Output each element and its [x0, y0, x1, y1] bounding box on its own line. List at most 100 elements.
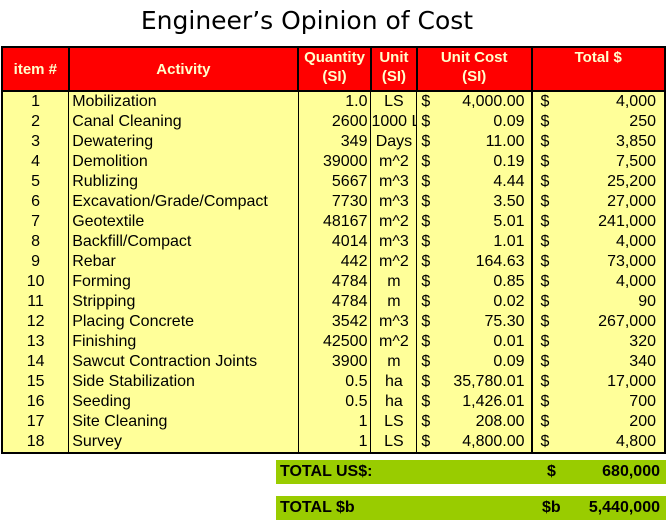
cell-item: 11: [1, 292, 70, 312]
table-row: 14 Sawcut Contraction Joints 3900 m $0.09 $34…: [1, 352, 666, 372]
cell-total-currency: $: [531, 172, 555, 192]
cell-unit-cost-currency: $: [416, 352, 440, 372]
cell-unit-cost: 0.02: [439, 292, 533, 312]
cell-unit-cost: 5.01: [439, 212, 533, 232]
cell-unit-cost: 0.09: [439, 112, 533, 132]
cell-unit: m^3: [370, 192, 418, 212]
cell-total: 267,000: [554, 312, 666, 332]
cell-quantity: 1.0: [298, 90, 372, 112]
cell-unit-cost: 0.19: [439, 152, 533, 172]
cell-activity: Forming: [68, 272, 299, 292]
table-row: 13 Finishing 42500 m^2 $0.01 $320: [1, 332, 666, 352]
cell-item: 15: [1, 372, 70, 392]
cell-total-currency: $: [531, 432, 555, 454]
cell-total: 250: [554, 112, 666, 132]
cell-total-currency: $: [531, 232, 555, 252]
cell-item: 4: [1, 152, 70, 172]
cell-unit: m: [370, 352, 418, 372]
table-row: 2 Canal Cleaning 2600 1000 L $0.09 $250: [1, 112, 666, 132]
table-row: 7 Geotextile 48167 m^2 $5.01 $241,000: [1, 212, 666, 232]
cell-unit-cost: 0.09: [439, 352, 533, 372]
cell-unit-cost: 164.63: [439, 252, 533, 272]
cell-total: 7,500: [554, 152, 666, 172]
cell-unit-cost-currency: $: [416, 192, 440, 212]
cell-activity: Dewatering: [68, 132, 299, 152]
cell-unit-cost-currency: $: [416, 232, 440, 252]
cell-activity: Canal Cleaning: [68, 112, 299, 132]
cell-quantity: 1: [298, 432, 372, 454]
table-row: 1 Mobilization 1.0 LS $4,000.00 $4,000: [1, 90, 666, 112]
cell-unit: m^2: [370, 152, 418, 172]
cell-unit-cost: 75.30: [439, 312, 533, 332]
cell-unit-cost-currency: $: [416, 312, 440, 332]
cell-unit-cost-currency: $: [416, 112, 440, 132]
cell-total-currency: $: [531, 352, 555, 372]
cell-activity: Stripping: [68, 292, 299, 312]
page-title: Engineer’s Opinion of Cost: [140, 6, 474, 35]
cell-total: 73,000: [554, 252, 666, 272]
cell-total-currency: $: [531, 132, 555, 152]
cell-total-currency: $: [531, 192, 555, 212]
cell-total-currency: $: [531, 332, 555, 352]
table-row: 11 Stripping 4784 m $0.02 $90: [1, 292, 666, 312]
cell-activity: Side Stabilization: [68, 372, 299, 392]
total-b-label: TOTAL $b: [280, 499, 355, 516]
header-unit: Unit (SI): [369, 46, 418, 92]
cell-item: 3: [1, 132, 70, 152]
cell-item: 2: [1, 112, 70, 132]
total-us-label: TOTAL US$:: [280, 463, 373, 480]
cell-total: 700: [554, 392, 666, 412]
cell-activity: Site Cleaning: [68, 412, 299, 432]
cell-quantity: 2600: [298, 112, 372, 132]
total-us-currency: $: [547, 463, 556, 480]
total-b-currency: $b: [542, 499, 561, 516]
cell-unit-cost-currency: $: [416, 152, 440, 172]
cell-item: 9: [1, 252, 70, 272]
cell-activity: Backfill/Compact: [68, 232, 299, 252]
cell-item: 12: [1, 312, 70, 332]
cell-total-currency: $: [531, 292, 555, 312]
cell-quantity: 42500: [298, 332, 372, 352]
cell-unit-cost-currency: $: [416, 332, 440, 352]
cell-unit: m^2: [370, 212, 418, 232]
total-us-value: 680,000: [602, 463, 660, 480]
cell-unit-cost: 35,780.01: [439, 372, 533, 392]
cell-item: 18: [1, 432, 70, 454]
cell-activity: Sawcut Contraction Joints: [68, 352, 299, 372]
cell-item: 7: [1, 212, 70, 232]
header-row: item # Activity Quantity (SI) Unit (SI) …: [1, 46, 666, 92]
cell-unit-cost-currency: $: [416, 392, 440, 412]
total-us-bar: TOTAL US$: $ 680,000: [276, 460, 666, 484]
cell-quantity: 48167: [298, 212, 372, 232]
cell-total: 320: [554, 332, 666, 352]
cell-quantity: 0.5: [298, 372, 372, 392]
cell-unit: LS: [370, 432, 418, 454]
cell-total: 200: [554, 412, 666, 432]
cell-total-currency: $: [531, 372, 555, 392]
table-row: 4 Demolition 39000 m^2 $0.19 $7,500: [1, 152, 666, 172]
cell-unit: m^2: [370, 252, 418, 272]
cell-unit-cost: 1.01: [439, 232, 533, 252]
header-item: item #: [1, 46, 70, 92]
header-quantity-line1: Quantity: [304, 49, 365, 66]
cell-quantity: 0.5: [298, 392, 372, 412]
cell-quantity: 4784: [298, 292, 372, 312]
cost-table: item # Activity Quantity (SI) Unit (SI) …: [1, 46, 666, 454]
table-row: 17 Site Cleaning 1 LS $208.00 $200: [1, 412, 666, 432]
table-row: 5 Rublizing 5667 m^3 $4.44 $25,200: [1, 172, 666, 192]
cell-unit-cost-currency: $: [416, 432, 440, 454]
cell-quantity: 4014: [298, 232, 372, 252]
cell-total-currency: $: [531, 272, 555, 292]
table-row: 9 Rebar 442 m^2 $164.63 $73,000: [1, 252, 666, 272]
cell-total: 340: [554, 352, 666, 372]
cell-unit: LS: [370, 412, 418, 432]
cell-total: 27,000: [554, 192, 666, 212]
cell-total-currency: $: [531, 312, 555, 332]
cell-unit-cost-currency: $: [416, 90, 440, 112]
cell-unit-cost-currency: $: [416, 172, 440, 192]
cell-activity: Excavation/Grade/Compact: [68, 192, 299, 212]
cell-unit-cost-currency: $: [416, 212, 440, 232]
header-total: Total $: [530, 46, 666, 92]
cell-total-currency: $: [531, 252, 555, 272]
cell-total: 4,000: [554, 90, 666, 112]
